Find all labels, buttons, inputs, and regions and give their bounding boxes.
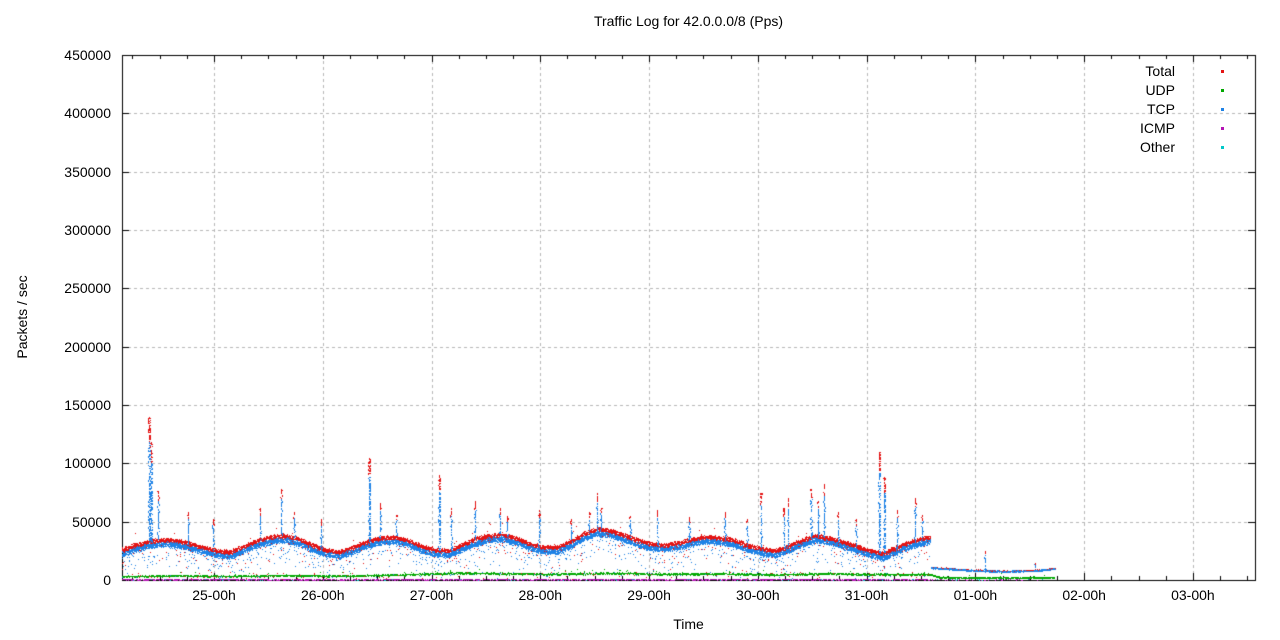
x-tick-label: 03-00h — [1171, 587, 1215, 603]
x-tick-label: 27-00h — [409, 587, 454, 603]
x-tick-label: 26-00h — [300, 587, 345, 603]
legend-label: Total — [1145, 63, 1175, 79]
y-tick-label: 0 — [103, 572, 111, 588]
y-tick-label: 400000 — [64, 105, 111, 122]
legend-row: UDP — [0, 81, 1280, 99]
x-tick-label: 02-00h — [1062, 587, 1106, 603]
y-tick-label: 100000 — [64, 455, 111, 472]
y-tick-label: 150000 — [64, 397, 111, 413]
legend-label: Other — [1139, 139, 1175, 155]
y-tick-label: 350000 — [64, 163, 111, 180]
legend-row: Other — [0, 138, 1280, 156]
x-axis-label: Time — [673, 616, 704, 632]
x-tick-label: 28-00h — [518, 587, 563, 603]
x-tick-label: 25-00h — [192, 587, 236, 603]
y-tick-label: 450000 — [64, 47, 111, 63]
y-tick-label: 200000 — [64, 338, 111, 355]
chart-title: Traffic Log for 42.0.0.0/8 (Pps) — [593, 13, 784, 29]
legend-label: UDP — [1145, 82, 1175, 98]
y-tick-label: 50000 — [72, 513, 111, 530]
legend-label: TCP — [1147, 101, 1175, 117]
legend-marker-dot — [1221, 70, 1224, 73]
y-tick-label: 300000 — [64, 222, 111, 238]
legend-marker-dot — [1221, 108, 1224, 111]
x-tick-label: 31-00h — [844, 587, 889, 603]
x-tick-label: 30-00h — [736, 587, 780, 603]
legend-row: ICMP — [0, 119, 1280, 137]
x-tick-label: 29-00h — [627, 587, 671, 603]
legend-label: ICMP — [1140, 120, 1175, 136]
y-tick-label: 250000 — [64, 280, 111, 297]
legend-row: TCP — [0, 100, 1280, 118]
x-tick-label: 01-00h — [953, 587, 998, 603]
legend-marker-dot — [1221, 127, 1224, 130]
legend-marker-dot — [1221, 89, 1224, 92]
legend-marker-dot — [1221, 146, 1224, 149]
legend-row: Total — [0, 62, 1280, 80]
